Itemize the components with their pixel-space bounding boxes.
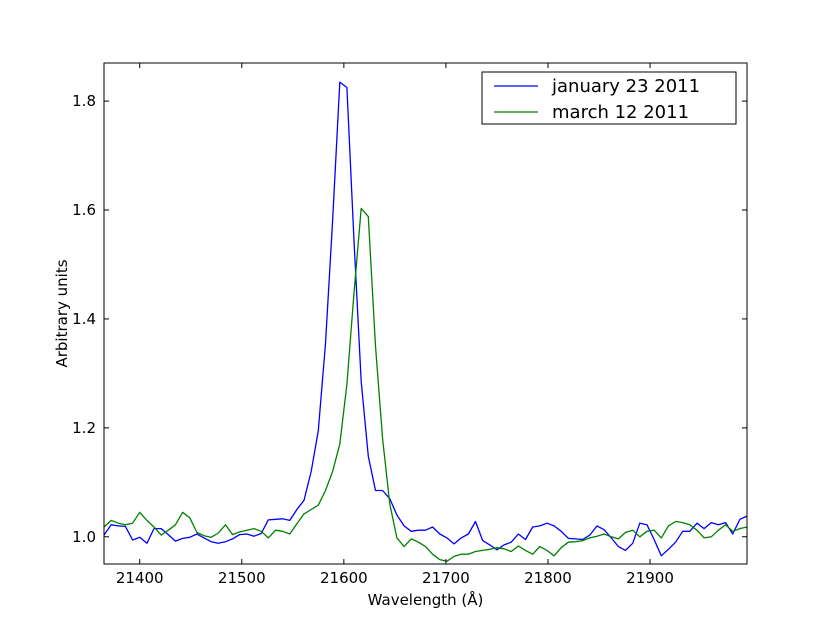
y-tick-label: 1.2 [72, 419, 96, 437]
series-line-march [104, 207, 747, 562]
legend-label-january: january 23 2011 [551, 76, 700, 97]
plot-frame [103, 62, 748, 565]
series-line-january [104, 81, 747, 557]
plot-area [104, 63, 747, 564]
x-tick-label: 21700 [422, 569, 470, 587]
y-tick-label: 1.4 [72, 310, 96, 328]
legend-label-march: march 12 2011 [552, 102, 689, 123]
y-axis-label: Arbitrary units [53, 259, 71, 367]
legend-box [481, 71, 737, 125]
x-tick-label: 21400 [116, 569, 164, 587]
y-tick-label: 1.8 [72, 92, 96, 110]
y-tick-label: 1.6 [72, 201, 96, 219]
x-axis-label: Wavelength (Å) [368, 590, 484, 609]
x-tick-label: 21900 [626, 569, 674, 587]
x-tick-label: 21600 [320, 569, 368, 587]
legend: january 23 2011 march 12 2011 [481, 71, 737, 125]
x-tick-label: 21800 [524, 569, 572, 587]
y-tick-label: 1.0 [72, 528, 96, 546]
x-tick-label: 21500 [218, 569, 266, 587]
